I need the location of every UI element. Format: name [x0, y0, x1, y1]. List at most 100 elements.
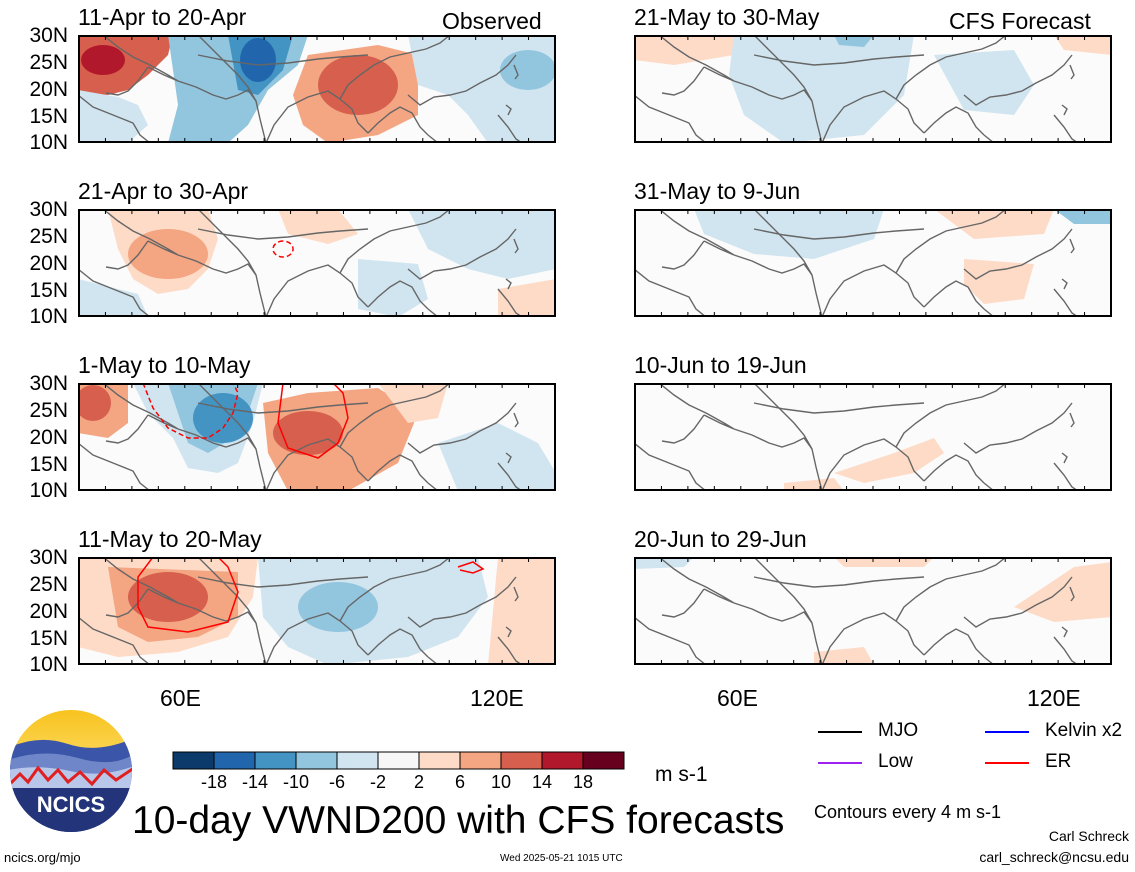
- x-tick-label: 120E: [470, 685, 524, 711]
- author-email[interactable]: carl_schreck@ncsu.edu: [979, 849, 1129, 865]
- legend-line: [985, 762, 1029, 764]
- coastline: [78, 616, 151, 665]
- coastline: [634, 94, 707, 143]
- coastline: [658, 209, 735, 256]
- legend-label: MJO: [878, 720, 919, 741]
- colorbar-swatch: [582, 751, 625, 770]
- y-tick-label: 20N: [29, 600, 68, 623]
- shaded-region: [488, 557, 556, 665]
- map-plot: [634, 35, 1112, 143]
- colorbar-label: -14: [241, 772, 268, 792]
- panel-title: 21-Apr to 30-Apr: [78, 178, 249, 204]
- shaded-region: [694, 209, 884, 259]
- shaded-region: [972, 270, 1016, 298]
- y-tick-label: 25N: [29, 399, 68, 422]
- coastline: [407, 402, 517, 454]
- coastline: [177, 254, 267, 317]
- contours-note: Contours every 4 m s-1: [814, 802, 1002, 822]
- coastline: [265, 90, 369, 143]
- ncics-logo: NCICS: [8, 708, 134, 834]
- shaded-region: [500, 50, 556, 90]
- coastline: [661, 414, 705, 444]
- coastline: [634, 442, 707, 491]
- coastline: [753, 383, 813, 450]
- website-link[interactable]: ncics.org/mjo: [4, 850, 81, 865]
- y-tick-label: 25N: [29, 573, 68, 596]
- colorbar-swatches: [172, 751, 625, 770]
- shaded-region: [240, 38, 276, 82]
- coastline: [753, 557, 813, 624]
- coastline: [367, 280, 429, 310]
- coastline: [177, 80, 267, 143]
- coastline: [513, 412, 519, 428]
- main-title: 10-day VWND200 with CFS forecasts: [132, 799, 785, 842]
- shaded-region: [78, 90, 148, 143]
- shaded-region: [1054, 35, 1112, 55]
- legend-line: [985, 731, 1029, 733]
- coastline: [658, 557, 735, 604]
- author-name: Carl Schreck: [1048, 828, 1129, 844]
- panel-title: 20-Jun to 29-Jun: [634, 526, 807, 552]
- coastline: [78, 94, 151, 143]
- coastline: [733, 428, 823, 491]
- coastline: [197, 54, 369, 66]
- coastline: [661, 240, 705, 270]
- coastline: [895, 35, 1007, 100]
- coastline: [923, 628, 985, 658]
- er-contour: [137, 557, 239, 633]
- shaded-region: [408, 209, 556, 279]
- coastline: [407, 228, 517, 280]
- coastline: [102, 383, 179, 430]
- coastline: [821, 264, 925, 317]
- coastline: [105, 240, 149, 270]
- coastline: [963, 54, 1073, 106]
- coastline: [407, 54, 517, 106]
- coastline: [265, 438, 369, 491]
- coastline: [197, 576, 369, 588]
- coastline: [78, 268, 151, 317]
- y-tick-label: 15N: [29, 279, 68, 302]
- coastline: [367, 454, 429, 484]
- panel-title: 10-Jun to 19-Jun: [634, 352, 807, 378]
- coastline: [102, 209, 179, 256]
- shaded-region: [834, 557, 934, 567]
- observed-label: Observed: [442, 8, 542, 34]
- panel-title: 21-May to 30-May: [634, 4, 820, 30]
- coastline: [513, 586, 519, 602]
- er-contour: [277, 383, 349, 459]
- coastline: [1069, 238, 1075, 254]
- colorbar-swatch: [254, 751, 297, 770]
- coastline: [733, 80, 823, 143]
- coastline: [753, 228, 925, 240]
- map-plot: [634, 383, 1112, 491]
- y-tick-label: 30N: [29, 24, 68, 47]
- y-tick-label: 20N: [29, 252, 68, 275]
- coastline: [105, 588, 149, 618]
- coastline: [197, 228, 369, 240]
- shaded-region: [78, 385, 111, 421]
- shaded-region: [1014, 562, 1112, 622]
- shaded-region: [128, 229, 208, 279]
- coastline: [1061, 452, 1068, 464]
- coastline: [265, 264, 369, 317]
- coastline: [505, 104, 512, 116]
- coastline: [634, 616, 707, 665]
- coastline: [367, 106, 429, 136]
- coastline: [1069, 412, 1075, 428]
- shaded-region: [298, 582, 378, 632]
- coastline: [339, 209, 451, 274]
- coastline: [367, 628, 429, 658]
- coastline: [821, 90, 925, 143]
- map-plot: [78, 209, 556, 317]
- y-tick-label: 10N: [29, 305, 68, 328]
- coastline: [895, 209, 1007, 274]
- coastline: [339, 35, 451, 100]
- shaded-region: [784, 478, 844, 491]
- shaded-region: [934, 209, 1054, 239]
- y-tick-label: 30N: [29, 546, 68, 569]
- colorbar-label: 14: [531, 772, 553, 792]
- y-tick-label: 30N: [29, 198, 68, 221]
- coastline: [1061, 104, 1068, 116]
- coastline: [923, 280, 985, 310]
- colorbar-swatch: [541, 751, 584, 770]
